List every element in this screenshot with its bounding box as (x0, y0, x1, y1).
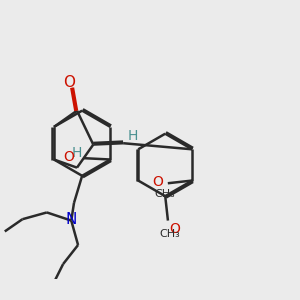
Text: H: H (128, 129, 138, 143)
Text: CH₃: CH₃ (155, 189, 176, 199)
Text: O: O (63, 150, 74, 164)
Text: CH₃: CH₃ (159, 229, 180, 239)
Text: H: H (72, 146, 83, 160)
Text: O: O (169, 222, 180, 236)
Text: N: N (65, 212, 76, 227)
Text: O: O (152, 175, 163, 189)
Text: O: O (63, 75, 75, 90)
